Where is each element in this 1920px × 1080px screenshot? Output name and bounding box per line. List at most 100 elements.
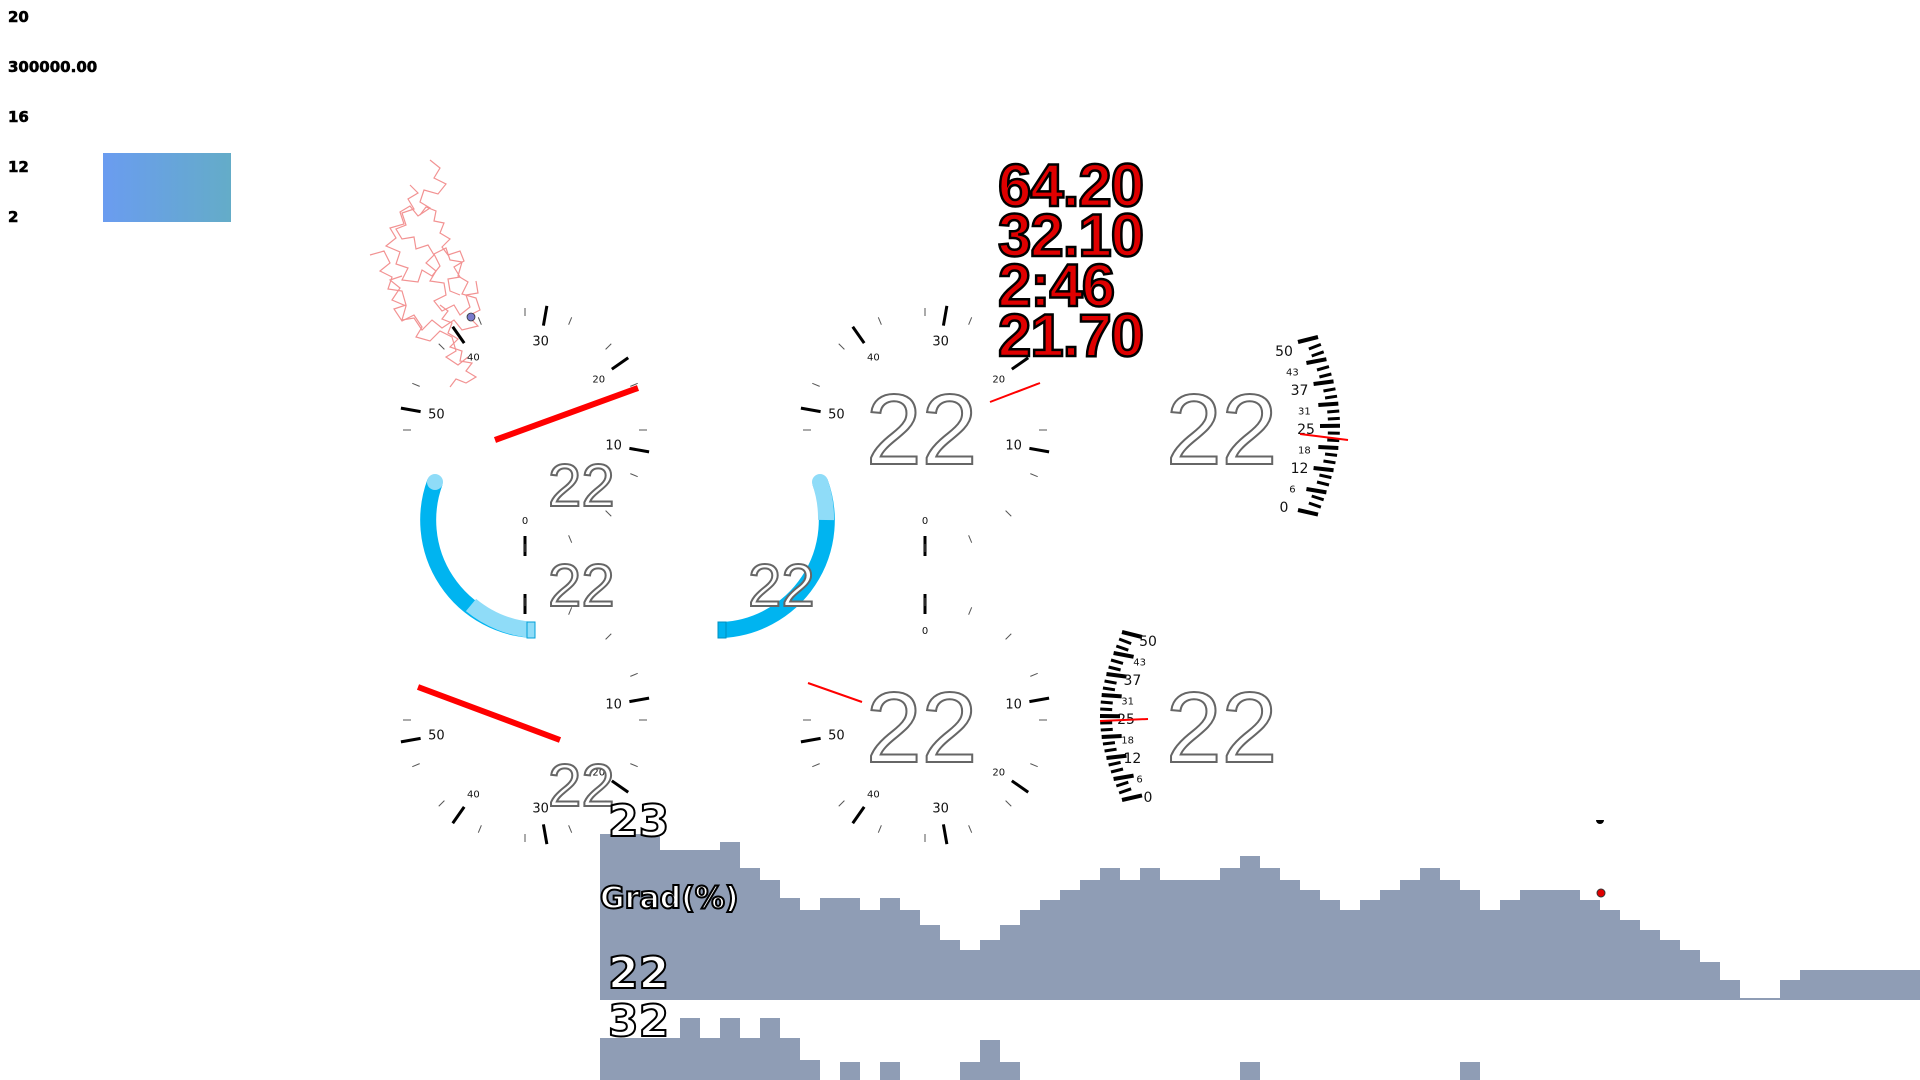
- route-trace-map: [369, 159, 481, 388]
- dial-minor-tick: [968, 535, 973, 543]
- dial-tick-label: 20: [992, 374, 1005, 385]
- bar-gauge-label: 31: [1298, 407, 1311, 418]
- dial-tick-label: 20: [992, 768, 1005, 779]
- dial-major-tick: [610, 779, 630, 794]
- dial-minor-tick: [968, 607, 973, 615]
- bar-gauge-tick: [1101, 734, 1122, 739]
- dial-major-tick: [541, 824, 549, 845]
- legend-label-300000: 300000.00: [8, 58, 98, 77]
- bar-gauge-tick: [1102, 686, 1116, 692]
- bar-gauge-label: 12: [1124, 751, 1142, 767]
- dial-major-tick: [1029, 696, 1050, 704]
- dial-minor-tick: [630, 672, 638, 677]
- dial-major-tick: [400, 406, 421, 414]
- dial-tick-label: 30: [532, 802, 549, 817]
- dial-minor-tick: [1005, 633, 1012, 640]
- bar-gauge-tick: [1319, 372, 1332, 379]
- dial-major-tick: [541, 305, 549, 326]
- bar-gauge-label: 50: [1139, 634, 1157, 650]
- bar-gauge-tick: [1318, 445, 1339, 450]
- dial-minor-tick: [838, 800, 845, 807]
- dial-minor-tick: [1005, 800, 1012, 807]
- dial-tick-label: 40: [867, 790, 880, 801]
- bar-gauge-tick: [1108, 665, 1121, 672]
- bar-gauge-needle: [1099, 718, 1149, 722]
- dial-minor-tick: [568, 607, 573, 615]
- bar-gauge-tick: [1323, 459, 1336, 465]
- bar-gauge-tick: [1323, 387, 1336, 393]
- bar-gauge-tick: [1327, 438, 1340, 443]
- gradient-profile-chart: [600, 1018, 1480, 1080]
- dial-minor-tick: [968, 317, 973, 325]
- bar-gauge-tick: [1324, 452, 1338, 457]
- bar-gauge-tick: [1306, 357, 1327, 365]
- dial-major-tick: [629, 446, 650, 454]
- dial-minor-tick: [605, 800, 612, 807]
- bar-gauge-tick: [1110, 767, 1124, 774]
- color-gradient-swatch: [103, 153, 231, 222]
- bar-gauge-tick: [1313, 466, 1334, 473]
- dial-minor-tick: [1005, 510, 1012, 517]
- dial-minor-tick: [877, 317, 882, 325]
- bar-gauge-tick: [1101, 693, 1122, 699]
- dial-minor-tick: [568, 317, 573, 325]
- bar-gauge-tick: [1104, 679, 1117, 685]
- elevation-top-label: 23: [607, 796, 670, 847]
- dial-major-tick: [800, 406, 821, 414]
- dial-tick-label: 50: [428, 729, 445, 744]
- dial-minor-tick: [812, 763, 820, 768]
- dial-minor-tick: [838, 343, 845, 350]
- bar-gauge-label: 31: [1121, 697, 1134, 708]
- dial-tick-label: 50: [828, 407, 845, 422]
- bar-gauge-tick: [1113, 773, 1134, 781]
- bar-gauge-label: 0: [1280, 500, 1289, 516]
- bar-gauge-tick: [1324, 394, 1338, 400]
- dial-gauge-bottom-middle: 50 40 30 20 10 0: [800, 594, 1050, 845]
- bar-gauge-label: 18: [1298, 446, 1311, 457]
- legend-label-2: 2: [8, 208, 19, 227]
- dial-minor-tick: [630, 473, 638, 478]
- route-position-marker: [466, 312, 476, 322]
- bar-gauge-tick: [1106, 753, 1127, 760]
- dial-major-tick: [851, 805, 866, 825]
- bar-gauge-tick: [1106, 672, 1127, 679]
- bar-gauge-tick: [1121, 793, 1143, 802]
- legend-label-16: 16: [8, 108, 29, 127]
- strip-value-a: 22: [607, 948, 670, 999]
- bar-gauge-tick: [1104, 747, 1117, 753]
- bar-gauge-tick: [1316, 365, 1330, 372]
- gauge-value-medium-4: 22: [547, 752, 616, 819]
- dial-major-tick: [1010, 356, 1030, 371]
- dial-major-tick: [610, 356, 630, 371]
- bar-gauge-label: 12: [1291, 461, 1309, 477]
- elevation-profile-chart: [600, 820, 1920, 1000]
- elevation-position-marker: [1596, 888, 1606, 898]
- dial-minor-tick: [477, 825, 482, 833]
- readout-value-1: 64.20: [997, 152, 1146, 219]
- readout-value-4: 21.70: [997, 302, 1146, 369]
- arc-gauge-left: [420, 474, 536, 639]
- dial-major-tick: [1010, 779, 1030, 794]
- bar-gauge-tick: [1316, 480, 1330, 487]
- dial-tick-label: 40: [867, 352, 880, 363]
- bar-gauge-tick: [1110, 658, 1124, 665]
- dial-tick-label: 10: [605, 697, 622, 712]
- needle-bottom-middle: [807, 682, 863, 703]
- legend-label-12: 12: [8, 158, 29, 177]
- bar-gauge-tick: [1115, 780, 1129, 788]
- legend-label-20: 20: [8, 8, 29, 27]
- dial-minor-tick: [477, 317, 482, 325]
- bar-gauge-label: 18: [1121, 736, 1134, 747]
- dial-minor-tick: [1005, 343, 1012, 350]
- bar-gauge-needle: [1299, 433, 1349, 441]
- dial-minor-tick: [630, 382, 638, 387]
- dial-major-tick: [941, 305, 949, 326]
- dial-tick-label: 50: [428, 407, 445, 422]
- dial-tick-label: 20: [592, 768, 605, 779]
- needle-bottom-left: [416, 684, 562, 743]
- needle-top-left: [493, 385, 640, 443]
- bar-gauge-label: 37: [1291, 383, 1309, 399]
- needle-top-middle: [989, 382, 1041, 403]
